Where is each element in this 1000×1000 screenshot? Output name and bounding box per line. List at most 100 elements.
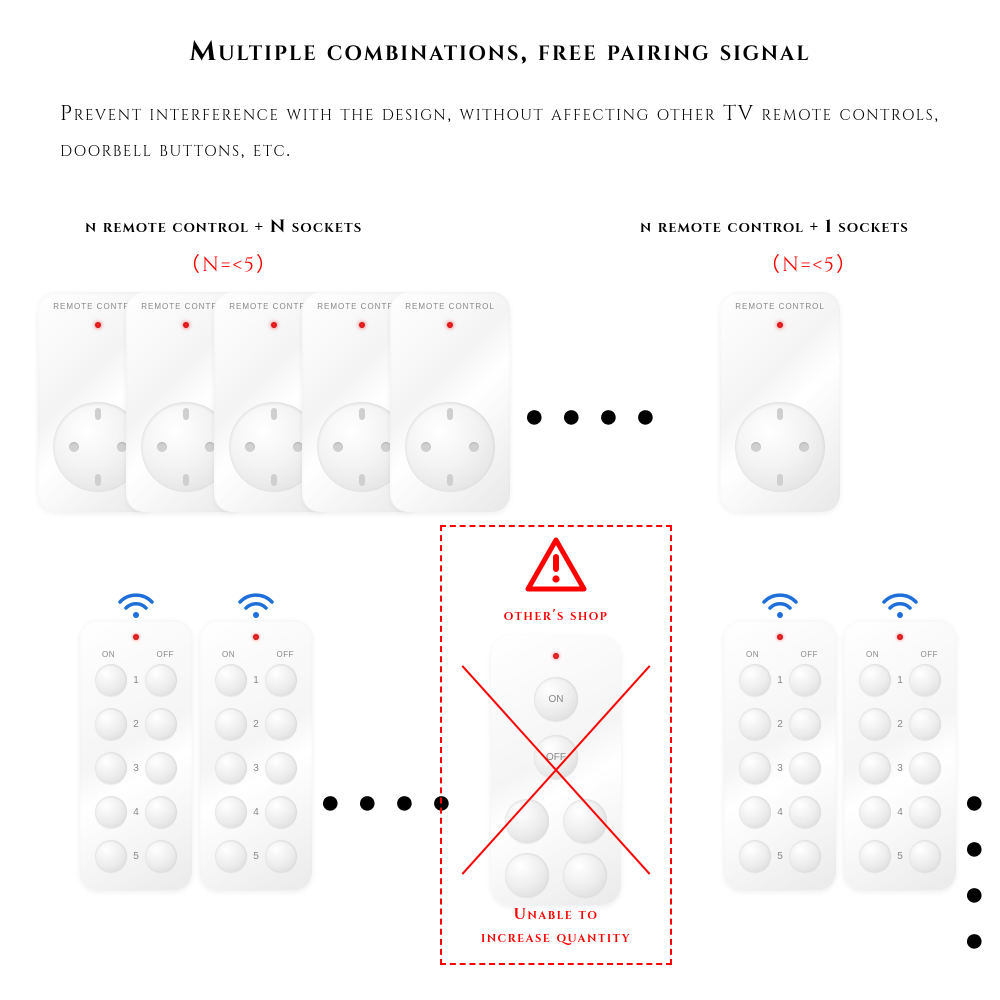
competitor-button-3 bbox=[505, 799, 549, 843]
remote-on-button bbox=[739, 840, 771, 872]
remote-on-label: ON bbox=[746, 650, 759, 659]
remote-off-button bbox=[145, 708, 177, 740]
remote-off-button bbox=[265, 664, 297, 696]
remote-row-number: 5 bbox=[133, 851, 139, 862]
ellipsis-sockets: ● ● ● ● bbox=[524, 394, 660, 440]
remote-row-number: 3 bbox=[777, 763, 783, 774]
remote-off-button bbox=[265, 796, 297, 828]
combo-left-constraint: （N=<5） bbox=[180, 248, 278, 279]
remote-row-number: 5 bbox=[897, 851, 903, 862]
remote-off-button bbox=[909, 708, 941, 740]
remote-row-number: 4 bbox=[897, 807, 903, 818]
warning-footer: Unable to increase quantity bbox=[442, 904, 670, 949]
socket-label: REMOTE CONTROL bbox=[720, 302, 840, 311]
remote-led-icon bbox=[253, 634, 259, 640]
wifi-icon bbox=[116, 590, 156, 620]
socket-device: REMOTE CONTROL bbox=[390, 292, 510, 512]
remote-off-label: OFF bbox=[801, 650, 819, 659]
competitor-remote: ON OFF bbox=[491, 635, 621, 905]
remote-off-button bbox=[909, 840, 941, 872]
remote-row-number: 1 bbox=[133, 675, 139, 686]
remote-row-number: 4 bbox=[253, 807, 259, 818]
remote-on-button bbox=[859, 708, 891, 740]
remote-led-icon bbox=[897, 634, 903, 640]
remote-on-label: ON bbox=[102, 650, 115, 659]
socket-led-icon bbox=[271, 322, 277, 328]
remote-on-button bbox=[215, 708, 247, 740]
remote-off-button bbox=[789, 752, 821, 784]
remote-off-label: OFF bbox=[921, 650, 939, 659]
socket-cluster-left: REMOTE CONTROL REMOTE CONTROL REMOTE CON… bbox=[38, 292, 518, 522]
remote-off-button bbox=[909, 664, 941, 696]
socket-led-icon bbox=[95, 322, 101, 328]
remote-row-number: 3 bbox=[897, 763, 903, 774]
remote-on-button bbox=[215, 796, 247, 828]
remote-row-number: 3 bbox=[133, 763, 139, 774]
warning-footer-line2: increase quantity bbox=[481, 927, 631, 948]
page-title: Multiple combinations, free pairing sign… bbox=[0, 0, 1000, 71]
warning-icon bbox=[525, 537, 587, 593]
remote-row-number: 1 bbox=[777, 675, 783, 686]
warning-panel: other's shop ON OFF Unable to increase q… bbox=[440, 525, 672, 965]
remote-off-button bbox=[909, 796, 941, 828]
combo-right-label: n remote control + 1 sockets bbox=[640, 214, 909, 239]
warning-title: other's shop bbox=[442, 605, 670, 626]
competitor-led-icon bbox=[553, 653, 559, 659]
remote-row-number: 4 bbox=[133, 807, 139, 818]
remote-row-number: 1 bbox=[897, 675, 903, 686]
remote-row-number: 1 bbox=[253, 675, 259, 686]
remote-on-button bbox=[95, 708, 127, 740]
remote-led-icon bbox=[133, 634, 139, 640]
remote-on-label: ON bbox=[222, 650, 235, 659]
remote-off-button bbox=[265, 752, 297, 784]
remote-on-button bbox=[95, 840, 127, 872]
remote-off-button bbox=[145, 664, 177, 696]
ellipsis-remotes-right: ● ● ● ● bbox=[964, 780, 1000, 964]
remote-off-button bbox=[145, 752, 177, 784]
wifi-icon bbox=[236, 590, 276, 620]
remote-on-button bbox=[215, 752, 247, 784]
competitor-button-5 bbox=[505, 853, 549, 897]
remote-on-label: ON bbox=[866, 650, 879, 659]
remote-device: ON OFF 1 2 3 4 5 bbox=[80, 620, 192, 890]
combo-left-label: n remote control + N sockets bbox=[85, 214, 362, 239]
remote-row-number: 3 bbox=[253, 763, 259, 774]
remote-on-button bbox=[859, 752, 891, 784]
remote-row-number: 5 bbox=[253, 851, 259, 862]
competitor-button-on: ON bbox=[534, 677, 578, 721]
remote-device: ON OFF 1 2 3 4 5 bbox=[724, 620, 836, 890]
remote-on-button bbox=[95, 664, 127, 696]
socket-label: REMOTE CONTROL bbox=[390, 302, 510, 311]
remote-off-button bbox=[789, 664, 821, 696]
remote-row-number: 2 bbox=[133, 719, 139, 730]
remote-row-number: 2 bbox=[897, 719, 903, 730]
remote-off-button bbox=[789, 796, 821, 828]
warning-footer-line1: Unable to bbox=[514, 904, 599, 925]
remote-row-number: 4 bbox=[777, 807, 783, 818]
page-subtitle: Prevent interference with the design, wi… bbox=[0, 71, 1000, 168]
socket-device: REMOTE CONTROL bbox=[720, 292, 840, 512]
socket-led-icon bbox=[777, 322, 783, 328]
socket-led-icon bbox=[359, 322, 365, 328]
remote-on-button bbox=[215, 664, 247, 696]
remote-on-button bbox=[95, 796, 127, 828]
combo-right-constraint: （N=<5） bbox=[760, 248, 858, 279]
remote-off-label: OFF bbox=[157, 650, 175, 659]
remote-row-number: 5 bbox=[777, 851, 783, 862]
remote-off-button bbox=[789, 708, 821, 740]
remote-off-button bbox=[145, 840, 177, 872]
remote-off-button bbox=[265, 708, 297, 740]
socket-led-icon bbox=[183, 322, 189, 328]
ellipsis-remotes-left: ● ● ● ● bbox=[320, 780, 456, 826]
wifi-icon bbox=[880, 590, 920, 620]
remote-row-number: 2 bbox=[777, 719, 783, 730]
socket-led-icon bbox=[447, 322, 453, 328]
remote-off-button bbox=[265, 840, 297, 872]
remote-off-label: OFF bbox=[277, 650, 295, 659]
remote-on-button bbox=[859, 664, 891, 696]
remote-row-number: 2 bbox=[253, 719, 259, 730]
remote-on-button bbox=[95, 752, 127, 784]
remote-device: ON OFF 1 2 3 4 5 bbox=[844, 620, 956, 890]
remote-device: ON OFF 1 2 3 4 5 bbox=[200, 620, 312, 890]
remote-on-button bbox=[739, 796, 771, 828]
